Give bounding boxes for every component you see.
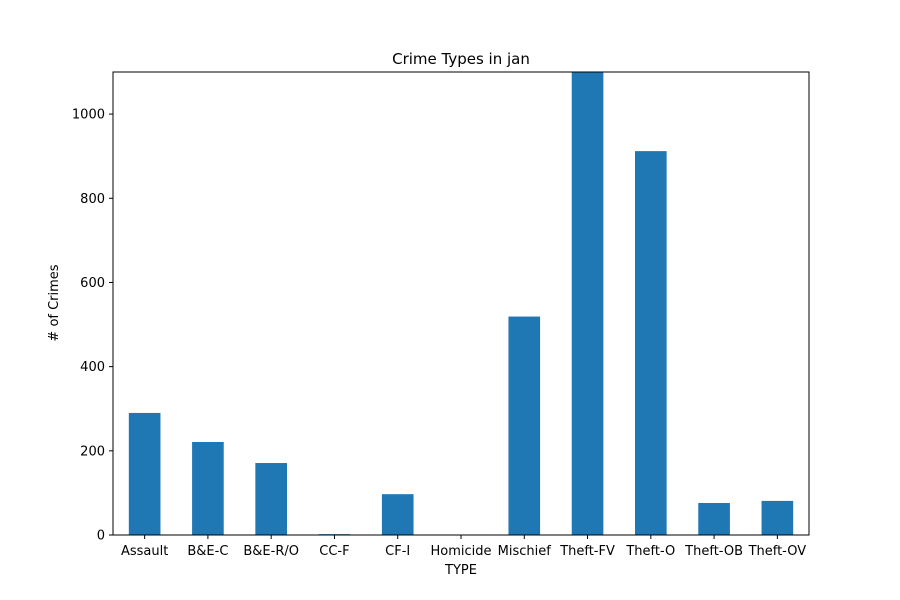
bar-b-e-c: [192, 441, 224, 535]
x-tick-label: Mischief: [498, 544, 552, 559]
bar-b-e-r-o: [255, 463, 287, 535]
x-tick-label: CC-F: [319, 544, 349, 559]
y-tick-label: 400: [80, 360, 105, 375]
chart-title: Crime Types in jan: [392, 50, 530, 68]
x-tick-label: Assault: [121, 544, 168, 559]
bar-cf-i: [381, 494, 414, 535]
x-tick-label: Theft-OV: [748, 544, 807, 559]
x-tick-label: Homicide: [430, 544, 491, 559]
y-tick-label: 800: [80, 192, 105, 207]
x-tick-label: Theft-FV: [559, 544, 615, 559]
x-tick-label: B&E-R/O: [243, 544, 299, 559]
x-tick-label: B&E-C: [187, 544, 228, 559]
y-tick-label: 600: [80, 276, 105, 291]
bar-mischief: [508, 316, 541, 535]
bar-assault: [128, 412, 161, 535]
bar-theft-fv: [571, 72, 604, 535]
bars-group: [128, 72, 794, 535]
x-axis-title: TYPE: [444, 563, 477, 578]
bar-theft-ov: [761, 500, 794, 535]
y-axis-title: # of Crimes: [47, 264, 62, 341]
x-tick-label: CF-I: [385, 544, 410, 559]
bar-theft-ob: [698, 503, 730, 535]
bar-theft-o: [635, 151, 667, 535]
x-tick-label: Theft-O: [625, 544, 675, 559]
y-axis-ticks: 0 200 400 600 800 1000: [72, 108, 113, 544]
y-tick-label: 200: [80, 444, 105, 459]
x-axis-ticks: Assault B&E-C B&E-R/O CC-F CF-I Homicide Misch…: [121, 535, 806, 559]
plot-frame: [112, 71, 810, 536]
y-tick-label: 1000: [72, 108, 105, 123]
x-tick-label: Theft-OB: [684, 544, 743, 559]
y-tick-label: 0: [97, 529, 105, 544]
